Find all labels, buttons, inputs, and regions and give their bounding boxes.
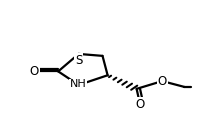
Text: S: S: [75, 54, 82, 67]
Text: O: O: [30, 65, 39, 78]
Text: O: O: [158, 75, 167, 88]
Text: O: O: [135, 98, 145, 111]
Text: NH: NH: [70, 80, 86, 89]
